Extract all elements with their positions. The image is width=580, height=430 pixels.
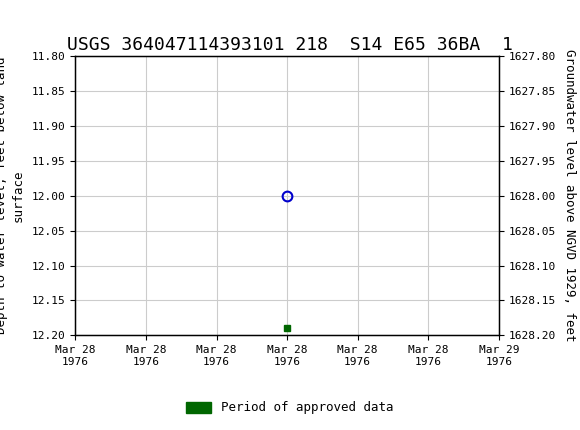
Text: USGS 364047114393101 218  S14 E65 36BA  1: USGS 364047114393101 218 S14 E65 36BA 1 [67,36,513,54]
Legend: Period of approved data: Period of approved data [181,396,399,419]
Y-axis label: Depth to water level, feet below land
surface: Depth to water level, feet below land su… [0,57,25,335]
Y-axis label: Groundwater level above NGVD 1929, feet: Groundwater level above NGVD 1929, feet [563,49,576,342]
Text: ▒USGS: ▒USGS [12,9,70,30]
